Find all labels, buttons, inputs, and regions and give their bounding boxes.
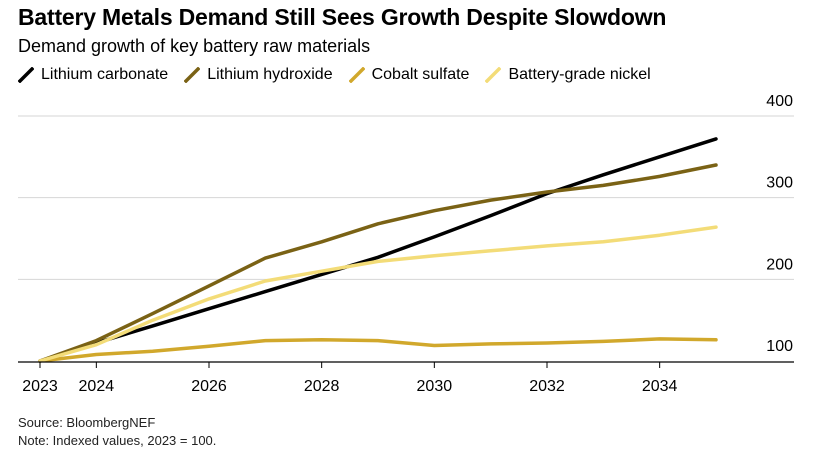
legend-item-lithium-hydroxide: Lithium hydroxide: [184, 66, 333, 84]
legend-label-lithium-carbonate: Lithium carbonate: [41, 66, 169, 83]
note-text: Note: Indexed values, 2023 = 100.: [18, 433, 217, 448]
x-tick-label-2024: 2024: [79, 378, 115, 395]
y-tick-label-300: 300: [766, 175, 793, 192]
x-tick-label-2023: 2023: [22, 378, 58, 395]
source-text: Source: BloombergNEF: [18, 415, 156, 430]
grid-lines: [18, 115, 794, 280]
legend-swatch-lithium-carbonate: [18, 67, 34, 83]
x-tick-label-2028: 2028: [304, 378, 340, 395]
legend-swatch-lithium-hydroxide: [184, 67, 201, 83]
legend-label-battery-grade-nickel: Battery-grade nickel: [508, 66, 651, 83]
legend-item-battery-grade-nickel: Battery-grade nickel: [485, 66, 651, 84]
legend-item-lithium-carbonate: Lithium carbonate: [18, 66, 168, 84]
x-tick-label-2034: 2034: [642, 378, 678, 395]
series-line-cobalt-sulfate: [38, 337, 718, 363]
legend-label-lithium-hydroxide: Lithium hydroxide: [207, 66, 333, 83]
series-line-battery-grade-nickel: [38, 225, 718, 363]
axes: 100 200 300 400 2023 2024 2026 2028 2030 2032 2034: [18, 93, 794, 395]
y-tick-label-400: 400: [766, 93, 793, 110]
chart-subtitle: Demand growth of key battery raw materia…: [18, 36, 371, 56]
x-tick-label-2026: 2026: [191, 378, 227, 395]
legend-item-cobalt-sulfate: Cobalt sulfate: [348, 66, 470, 84]
legend-swatch-cobalt-sulfate: [348, 67, 365, 83]
line-chart: 100 200 300 400 2023 2024 2026 2028 2030 2032 2034: [18, 93, 794, 395]
legend-swatch-battery-grade-nickel: [485, 67, 502, 83]
series-line-lithium-carbonate: [38, 137, 718, 363]
y-tick-label-100: 100: [766, 338, 793, 355]
series-lines: [38, 137, 718, 363]
legend-label-cobalt-sulfate: Cobalt sulfate: [371, 66, 470, 83]
footer: Source: BloombergNEF Note: Indexed value…: [18, 414, 216, 450]
x-tick-label-2032: 2032: [529, 378, 565, 395]
series-line-lithium-hydroxide: [38, 163, 718, 363]
x-tick-label-2030: 2030: [417, 378, 453, 395]
y-tick-label-200: 200: [766, 256, 793, 273]
legend: Lithium carbonate Lithium hydroxide Coba…: [18, 66, 667, 84]
chart-title: Battery Metals Demand Still Sees Growth …: [18, 4, 667, 30]
